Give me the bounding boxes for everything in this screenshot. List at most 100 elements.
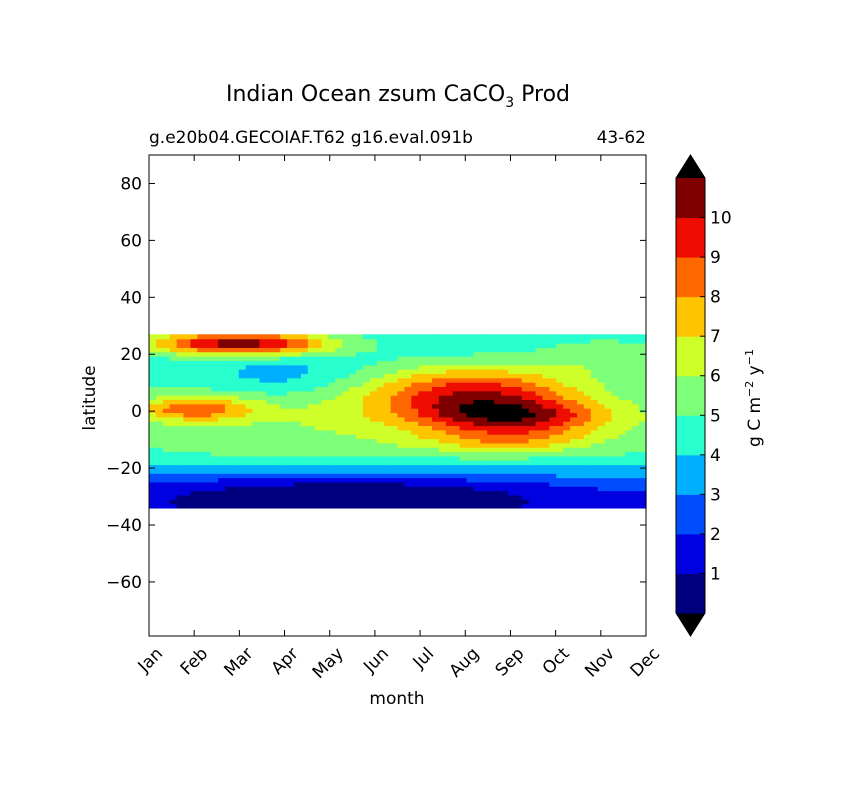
- heatmap-cell: [583, 460, 592, 466]
- heatmap-cell: [556, 351, 564, 357]
- heatmap-cell: [445, 460, 454, 466]
- heatmap-cell: [197, 442, 205, 448]
- heatmap-cell: [639, 447, 647, 453]
- heatmap-cell: [383, 408, 392, 414]
- heatmap-cell: [473, 395, 481, 401]
- heatmap-cell: [328, 412, 336, 418]
- heatmap-cell: [155, 377, 164, 383]
- heatmap-cell: [632, 503, 640, 509]
- heatmap-cell: [639, 438, 647, 444]
- heatmap-cell: [514, 494, 523, 500]
- heatmap-cell: [162, 464, 171, 470]
- heatmap-cell: [494, 468, 502, 474]
- heatmap-cell: [570, 425, 578, 431]
- heatmap-cell: [280, 468, 288, 474]
- heatmap-cell: [480, 503, 488, 509]
- colorbar-segment: [676, 494, 705, 535]
- heatmap-cell: [169, 473, 178, 479]
- heatmap-cell: [625, 490, 633, 496]
- heatmap-cell: [425, 412, 433, 418]
- heatmap-cell: [501, 334, 509, 340]
- heatmap-cell: [293, 421, 302, 427]
- heatmap-cell: [376, 499, 385, 505]
- heatmap-cell: [611, 447, 619, 453]
- heatmap-cell: [238, 490, 247, 496]
- heatmap-cell: [501, 382, 509, 387]
- heatmap-cell: [583, 390, 592, 396]
- heatmap-cell: [211, 460, 219, 466]
- heatmap-cell: [252, 364, 261, 370]
- heatmap-cell: [452, 395, 461, 401]
- heatmap-cell: [238, 438, 247, 444]
- heatmap-cell: [528, 347, 537, 353]
- heatmap-cell: [204, 494, 212, 500]
- heatmap-cell: [224, 455, 233, 461]
- heatmap-cell: [604, 468, 613, 474]
- heatmap-cell: [190, 447, 198, 453]
- heatmap-cell: [224, 494, 233, 500]
- heatmap-cell: [224, 395, 233, 401]
- heatmap-cell: [335, 421, 343, 427]
- heatmap-cell: [473, 494, 481, 500]
- heatmap-cell: [314, 403, 323, 409]
- heatmap-cell: [149, 451, 157, 457]
- heatmap-cell: [369, 503, 378, 509]
- heatmap-cell: [266, 486, 274, 492]
- heatmap-cell: [155, 455, 164, 461]
- heatmap-cell: [501, 429, 509, 435]
- heatmap-cell: [362, 486, 371, 492]
- heatmap-cell: [342, 386, 350, 392]
- heatmap-cell: [335, 473, 343, 479]
- heatmap-cell: [590, 416, 599, 422]
- heatmap-cell: [625, 408, 633, 414]
- heatmap-cell: [183, 494, 192, 500]
- heatmap-cell: [507, 390, 516, 396]
- heatmap-cell: [383, 347, 392, 353]
- heatmap-cell: [259, 442, 267, 448]
- heatmap-cell: [432, 499, 440, 505]
- heatmap-cell: [583, 416, 592, 422]
- heatmap-cell: [314, 438, 323, 444]
- heatmap-cell: [618, 408, 626, 414]
- heatmap-cell: [418, 369, 426, 374]
- heatmap-cell: [342, 369, 350, 374]
- heatmap-cell: [563, 416, 571, 422]
- heatmap-cell: [494, 364, 502, 370]
- heatmap-cell: [425, 455, 433, 461]
- heatmap-cell: [342, 347, 350, 353]
- heatmap-cell: [231, 416, 240, 422]
- heatmap-cell: [342, 434, 350, 440]
- heatmap-cell: [321, 481, 330, 487]
- heatmap-cell: [376, 486, 385, 492]
- heatmap-cell: [570, 447, 578, 453]
- heatmap-cell: [570, 334, 578, 340]
- heatmap-cell: [576, 364, 585, 370]
- heatmap-cell: [390, 356, 399, 361]
- heatmap-cell: [521, 451, 530, 457]
- heatmap-cell: [632, 412, 640, 418]
- heatmap-cell: [507, 395, 516, 401]
- heatmap-cell: [238, 494, 247, 500]
- heatmap-cell: [528, 468, 537, 474]
- heatmap-cell: [487, 477, 495, 483]
- heatmap-cell: [300, 399, 309, 405]
- heatmap-cell: [349, 373, 357, 379]
- heatmap-cell: [556, 360, 564, 366]
- heatmap-cell: [328, 408, 336, 414]
- heatmap-cell: [445, 503, 454, 509]
- heatmap-cell: [149, 390, 157, 396]
- heatmap-cell: [618, 460, 626, 466]
- heatmap-cell: [438, 429, 447, 435]
- heatmap-cell: [197, 481, 205, 487]
- heatmap-cell: [528, 494, 537, 500]
- heatmap-cell: [218, 386, 226, 392]
- heatmap-cell: [162, 494, 171, 500]
- heatmap-cell: [349, 338, 357, 344]
- heatmap-cell: [459, 477, 468, 483]
- heatmap-cell: [576, 342, 585, 348]
- heatmap-cell: [176, 425, 185, 431]
- heatmap-cell: [528, 477, 537, 483]
- heatmap-cell: [280, 477, 288, 483]
- heatmap-cell: [514, 408, 523, 414]
- heatmap-cell: [514, 438, 523, 444]
